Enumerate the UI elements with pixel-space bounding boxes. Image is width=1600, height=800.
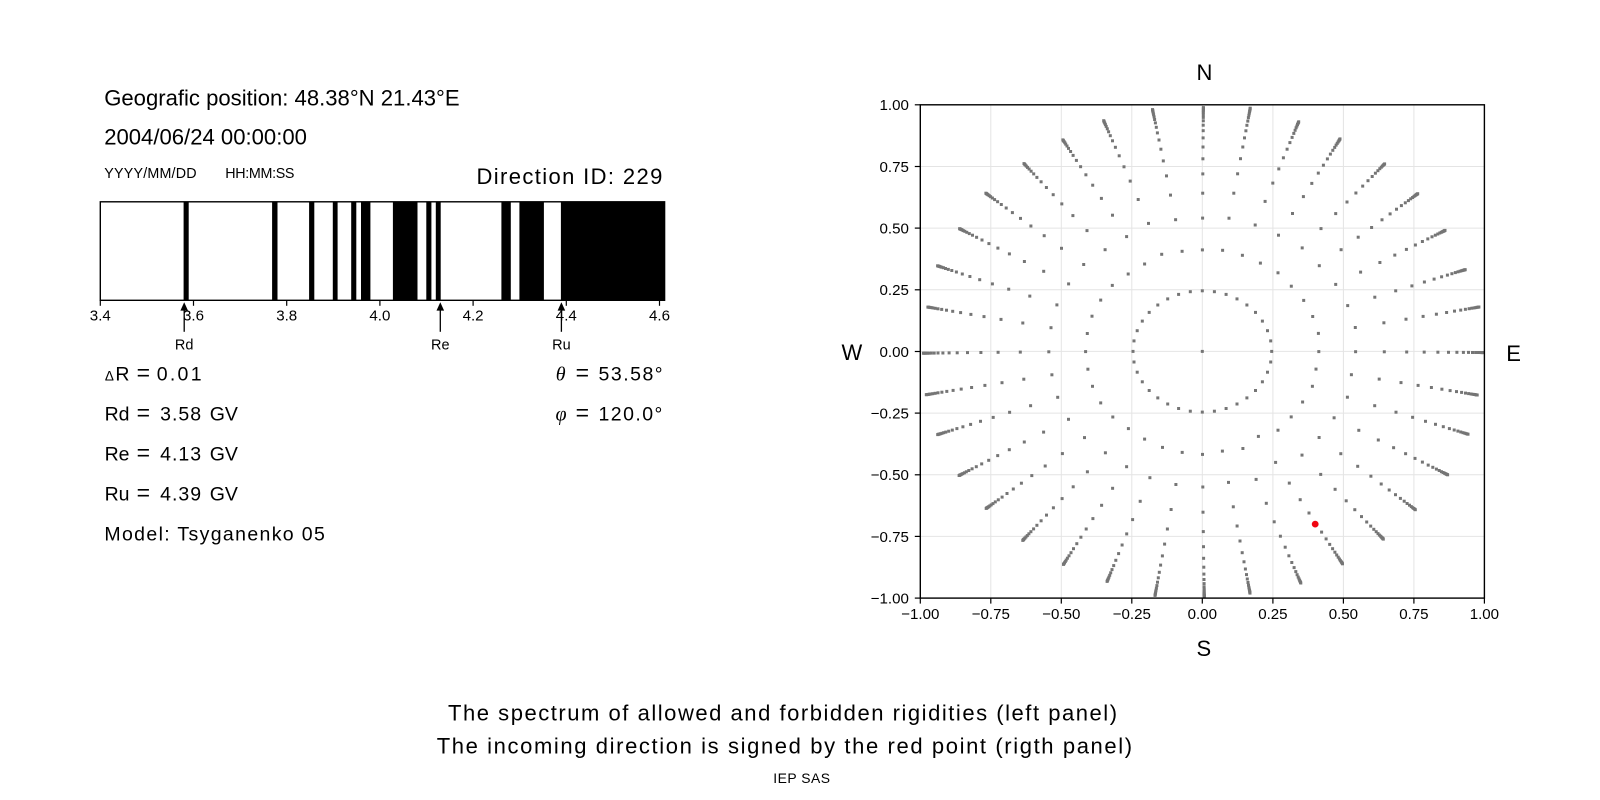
svg-text:1.00: 1.00: [880, 97, 909, 114]
svg-text:0.75: 0.75: [1399, 606, 1428, 623]
svg-text:E: E: [1506, 341, 1521, 366]
svg-text:2004/06/24 00:00:00: 2004/06/24 00:00:00: [104, 124, 307, 149]
svg-text:N: N: [1197, 60, 1213, 85]
svg-text:HH:MM:SS: HH:MM:SS: [225, 166, 294, 182]
svg-text:−0.25: −0.25: [1113, 606, 1151, 623]
svg-text:0.00: 0.00: [1188, 606, 1217, 623]
svg-text:0.75: 0.75: [880, 159, 909, 176]
svg-text:4.2: 4.2: [463, 307, 484, 324]
svg-text:φ=120.0°: φ = 120.0°: [556, 399, 664, 425]
svg-text:Direction ID: 229: Direction ID: 229: [477, 164, 664, 189]
svg-text:IEP SAS: IEP SAS: [773, 770, 830, 786]
svg-text:−0.75: −0.75: [972, 606, 1010, 623]
svg-text:θ=53.58°: θ = 53.58°: [556, 359, 664, 385]
svg-text:S: S: [1197, 636, 1212, 661]
svg-text:YYYY/MM/DD: YYYY/MM/DD: [104, 166, 196, 182]
svg-text:−0.50: −0.50: [1042, 606, 1080, 623]
svg-text:3.8: 3.8: [276, 307, 297, 324]
svg-text:0.50: 0.50: [880, 221, 909, 238]
svg-text:4.0: 4.0: [369, 307, 390, 324]
svg-text:1.00: 1.00: [1470, 606, 1499, 623]
svg-text:0.50: 0.50: [1329, 606, 1358, 623]
svg-text:0.25: 0.25: [880, 282, 909, 299]
svg-text:−0.25: −0.25: [871, 406, 909, 423]
svg-text:4.6: 4.6: [649, 307, 670, 324]
svg-text:The incoming direction is sign: The incoming direction is signed by the …: [437, 733, 1134, 758]
svg-text:Geografic position: 48.38°N 21: Geografic position: 48.38°N 21.43°E: [104, 85, 459, 110]
svg-text:3.4: 3.4: [90, 307, 111, 324]
svg-text:−1.00: −1.00: [871, 591, 909, 608]
svg-text:Ru: Ru: [552, 337, 571, 353]
svg-text:0.00: 0.00: [880, 344, 909, 361]
svg-text:−0.50: −0.50: [871, 467, 909, 484]
svg-text:−1.00: −1.00: [901, 606, 939, 623]
svg-text:W: W: [842, 340, 863, 365]
svg-text:0.25: 0.25: [1258, 606, 1287, 623]
svg-text:3.6: 3.6: [183, 307, 204, 324]
svg-text:Re: Re: [431, 337, 450, 353]
svg-text:−0.75: −0.75: [871, 529, 909, 546]
svg-text:ΔR=0.01: ΔR = 0.01: [105, 359, 204, 385]
svg-text:Rd: Rd: [175, 337, 194, 353]
svg-text:Model: Tsyganenko 05: Model: Tsyganenko 05: [104, 524, 326, 546]
svg-text:The spectrum of allowed and fo: The spectrum of allowed and forbidden ri…: [448, 700, 1119, 725]
